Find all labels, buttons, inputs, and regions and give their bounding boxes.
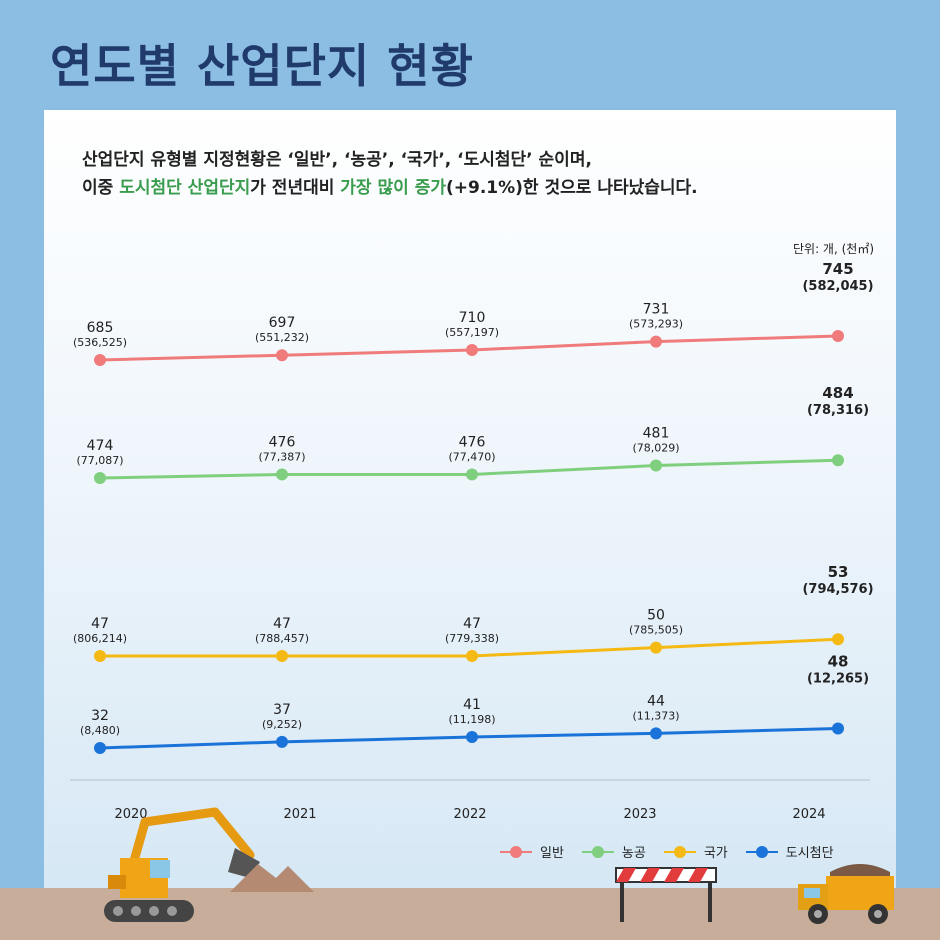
legend-item: 일반 [500, 842, 564, 861]
data-label-count: 50 [647, 608, 665, 624]
data-point [94, 354, 106, 366]
data-point [466, 468, 478, 481]
data-label-count: 685 [87, 320, 114, 336]
data-label-area: (9,252) [262, 718, 302, 731]
data-point [276, 349, 288, 362]
data-label-area: (11,373) [632, 709, 679, 722]
excavator-icon [104, 807, 260, 922]
data-point [650, 641, 662, 654]
data-label-area: (77,387) [258, 450, 305, 463]
data-label-count: 476 [269, 434, 296, 450]
data-point [466, 344, 478, 356]
data-label-count: 710 [459, 310, 486, 326]
data-point [94, 650, 106, 662]
data-label-count: 474 [87, 438, 114, 454]
data-label-count: 32 [91, 708, 109, 724]
data-label-count: 47 [463, 616, 481, 632]
legend-item: 국가 [663, 842, 728, 861]
legend-marker [745, 845, 778, 859]
data-label-area: (77,087) [76, 454, 123, 467]
data-label-count: 731 [643, 302, 670, 318]
legend-marker [663, 845, 696, 859]
data-label-area: (806,214) [73, 632, 127, 645]
sand-pile-icon [230, 864, 314, 892]
data-label-area: (573,293) [629, 318, 683, 331]
legend-item: 농공 [581, 842, 646, 861]
data-point [94, 472, 106, 484]
x-tick-label: 2021 [283, 807, 316, 822]
data-point [832, 722, 844, 735]
data-point [466, 650, 478, 662]
data-label-count: 47 [91, 616, 109, 632]
content-panel [44, 110, 896, 940]
data-point [650, 459, 662, 472]
legend-label: 도시첨단 [785, 846, 834, 861]
data-label-count: 37 [273, 702, 291, 718]
data-label-count: 41 [463, 697, 481, 713]
data-label-area: (78,316) [807, 403, 869, 418]
data-point [832, 454, 844, 467]
data-label-area: (779,338) [445, 632, 499, 645]
data-label-count: 44 [647, 693, 665, 709]
x-tick-label: 2023 [623, 807, 656, 822]
data-label-area: (78,029) [632, 442, 679, 455]
description-text: 가 전년대비 [250, 178, 341, 198]
data-label-area: (794,576) [802, 582, 873, 597]
data-label-area: (557,197) [445, 326, 499, 339]
road-barrier-icon [615, 867, 717, 922]
data-label-area: (536,525) [73, 336, 127, 349]
data-label-count: 48 [828, 652, 849, 670]
data-label-area: (77,470) [448, 450, 495, 463]
data-point [466, 731, 478, 744]
highlight-text: 도시첨단 산업단지 [119, 178, 251, 198]
unit-label: 단위: 개, (천㎡) [792, 242, 874, 256]
chart-legend: 일반 농공 국가 도시첨단 [500, 842, 834, 861]
highlight-text: 가장 많이 증가 [340, 178, 446, 198]
dump-truck-icon [798, 864, 894, 924]
data-label-count: 53 [828, 563, 849, 581]
legend-label: 농공 [621, 846, 646, 861]
data-label-area: (551,232) [255, 331, 309, 344]
data-label-area: (11,198) [448, 713, 495, 726]
data-point [832, 330, 844, 342]
description-line-2: 이중 도시첨단 산업단지가 전년대비 가장 많이 증가(+9.1%)한 것으로 … [82, 174, 862, 202]
description-line-1: 산업단지 유형별 지정현황은 ‘일반’, ‘농공’, ‘국가’, ‘도시첨단’ … [82, 150, 592, 170]
x-tick-label: 2020 [114, 807, 147, 822]
data-label-area: (582,045) [802, 279, 873, 294]
x-tick-label: 2024 [792, 807, 825, 822]
data-point [276, 650, 288, 662]
data-label-area: (8,480) [80, 724, 120, 737]
legend-marker [500, 845, 532, 859]
data-label-count: 47 [273, 616, 291, 632]
description-text: (+9.1%)한 것으로 나타났습니다. [445, 178, 698, 198]
data-label-count: 484 [822, 384, 853, 402]
legend-label: 일반 [540, 846, 564, 861]
page-title: 연도별 산업단지 현황 [50, 39, 474, 93]
data-point [94, 742, 106, 754]
data-label-area: (785,505) [629, 624, 683, 637]
legend-label: 국가 [703, 846, 728, 861]
data-point [276, 468, 288, 481]
description: 산업단지 유형별 지정현황은 ‘일반’, ‘농공’, ‘국가’, ‘도시첨단’ … [82, 146, 862, 202]
data-point [650, 335, 662, 348]
x-tick-label: 2022 [453, 807, 486, 822]
data-label-count: 481 [643, 426, 670, 442]
data-label-count: 745 [822, 260, 853, 278]
data-label-area: (788,457) [255, 632, 309, 645]
data-label-count: 476 [459, 434, 486, 450]
legend-item: 도시첨단 [745, 842, 834, 861]
data-point [650, 727, 662, 740]
data-label-area: (12,265) [807, 671, 869, 686]
data-label-count: 697 [269, 315, 296, 331]
data-point [832, 633, 844, 646]
legend-marker [581, 845, 614, 859]
description-text: 이중 [82, 178, 120, 198]
data-point [276, 735, 288, 748]
